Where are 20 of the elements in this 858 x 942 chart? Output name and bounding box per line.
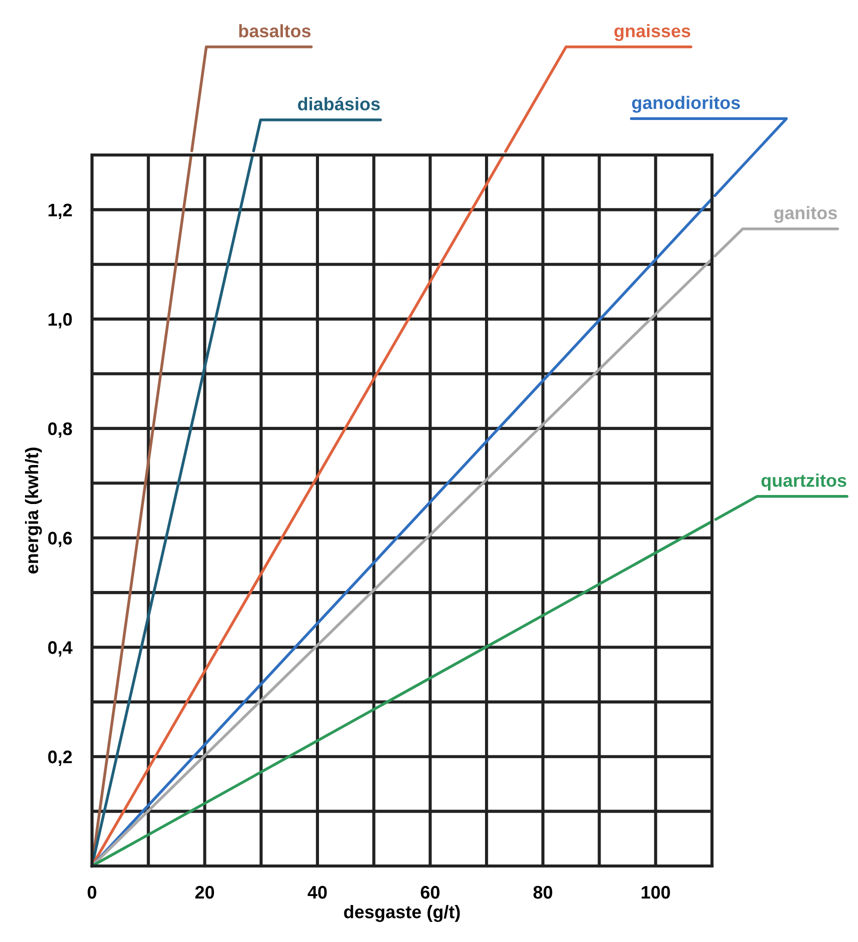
text: ganitos — [774, 206, 837, 223]
text: quartzitos — [761, 474, 846, 490]
text: ganodioritos — [632, 96, 740, 113]
y-tick-label: 1,0 — [48, 313, 72, 328]
y-tick-label: 0,6 — [48, 532, 72, 548]
y-axis-title: energia (kwh/t) — [24, 448, 42, 574]
x-axis-title: desgaste (g/t) — [344, 905, 460, 922]
y-tick-label: 0,8 — [48, 422, 72, 438]
x-tick-label: 20 — [195, 886, 214, 899]
y-tick-label: 0,4 — [48, 641, 72, 657]
x-tick-label: 100 — [642, 886, 670, 899]
x-tick-label: 40 — [308, 886, 327, 899]
y-tick-label: 0,2 — [48, 750, 72, 766]
x-tick-label: 80 — [533, 886, 552, 899]
text: gnaisses — [614, 24, 690, 41]
y-tick-label: 1,2 — [48, 204, 72, 220]
text: basaltos — [239, 24, 311, 38]
text: diabásios — [298, 97, 380, 110]
x-tick-label: 0 — [88, 886, 96, 899]
x-tick-label: 60 — [420, 886, 440, 899]
